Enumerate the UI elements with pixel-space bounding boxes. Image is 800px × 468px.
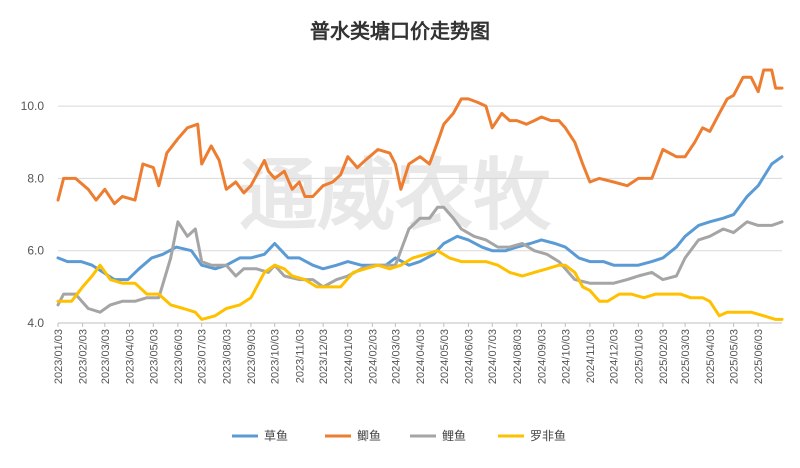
legend-label: 罗非鱼 bbox=[530, 429, 566, 443]
x-tick-label: 2024/07/03 bbox=[487, 329, 499, 384]
x-tick-label: 2024/11/03 bbox=[585, 329, 597, 383]
x-tick-label: 2023/01/03 bbox=[53, 329, 65, 384]
x-tick-label: 2024/05/03 bbox=[439, 329, 451, 384]
x-tick-label: 2023/08/03 bbox=[221, 329, 233, 384]
x-tick-label: 2023/02/03 bbox=[78, 329, 90, 384]
legend-label: 鲫鱼 bbox=[357, 429, 381, 443]
x-tick-label: 2024/10/03 bbox=[560, 329, 572, 384]
x-tick-label: 2025/03/03 bbox=[680, 329, 692, 384]
x-tick-label: 2023/12/03 bbox=[318, 329, 330, 384]
series-line-2 bbox=[56, 68, 784, 206]
y-tick-label: 10.0 bbox=[21, 99, 45, 113]
legend: 草鱼 鲫鱼 鲤鱼 罗非鱼 bbox=[232, 429, 566, 443]
x-tick-label: 2024/08/03 bbox=[512, 329, 524, 384]
x-tick-label: 2023/10/03 bbox=[270, 329, 282, 384]
x-tick-label: 2023/07/03 bbox=[197, 329, 209, 384]
x-tick-label: 2024/01/03 bbox=[343, 329, 355, 384]
legend-label: 草鱼 bbox=[264, 429, 288, 443]
x-tick-label: 2025/06/03 bbox=[753, 329, 765, 384]
x-tick-label: 2023/11/03 bbox=[294, 329, 306, 383]
series-line-4 bbox=[56, 249, 784, 321]
x-tick-label: 2024/06/03 bbox=[463, 329, 475, 384]
y-tick-label: 4.0 bbox=[27, 316, 44, 330]
x-tick-label: 2025/02/03 bbox=[658, 329, 670, 384]
x-tick-label: 2025/05/03 bbox=[729, 329, 741, 384]
y-tick-label: 6.0 bbox=[27, 244, 44, 258]
x-tick-label: 2025/01/03 bbox=[633, 329, 645, 384]
x-tick-label: 2024/03/03 bbox=[390, 329, 402, 384]
x-axis-ticks: 2023/01/03 2023/02/03 2023/03/03 2023/04/03… bbox=[53, 323, 765, 384]
series-lines bbox=[56, 68, 784, 321]
x-tick-label: 2023/09/03 bbox=[246, 329, 258, 384]
x-tick-label: 2024/12/03 bbox=[609, 329, 621, 384]
legend-label: 鲤鱼 bbox=[442, 429, 466, 443]
x-tick-label: 2023/03/03 bbox=[100, 329, 112, 384]
x-tick-label: 2024/02/03 bbox=[367, 329, 379, 384]
series-line-1 bbox=[56, 155, 784, 282]
series-line-3 bbox=[56, 205, 784, 314]
x-tick-label: 2023/05/03 bbox=[148, 329, 160, 384]
x-tick-label: 2025/04/03 bbox=[705, 329, 717, 384]
y-axis-ticks: 4.0 6.0 8.0 10.0 bbox=[21, 99, 45, 330]
x-tick-label: 2023/04/03 bbox=[124, 329, 136, 384]
x-tick-label: 2024/04/03 bbox=[415, 329, 427, 384]
y-tick-label: 8.0 bbox=[27, 171, 44, 185]
x-tick-label: 2023/06/03 bbox=[173, 329, 185, 384]
chart-title: 普水类塘口价走势图 bbox=[310, 19, 490, 43]
x-tick-label: 2024/09/03 bbox=[536, 329, 548, 384]
